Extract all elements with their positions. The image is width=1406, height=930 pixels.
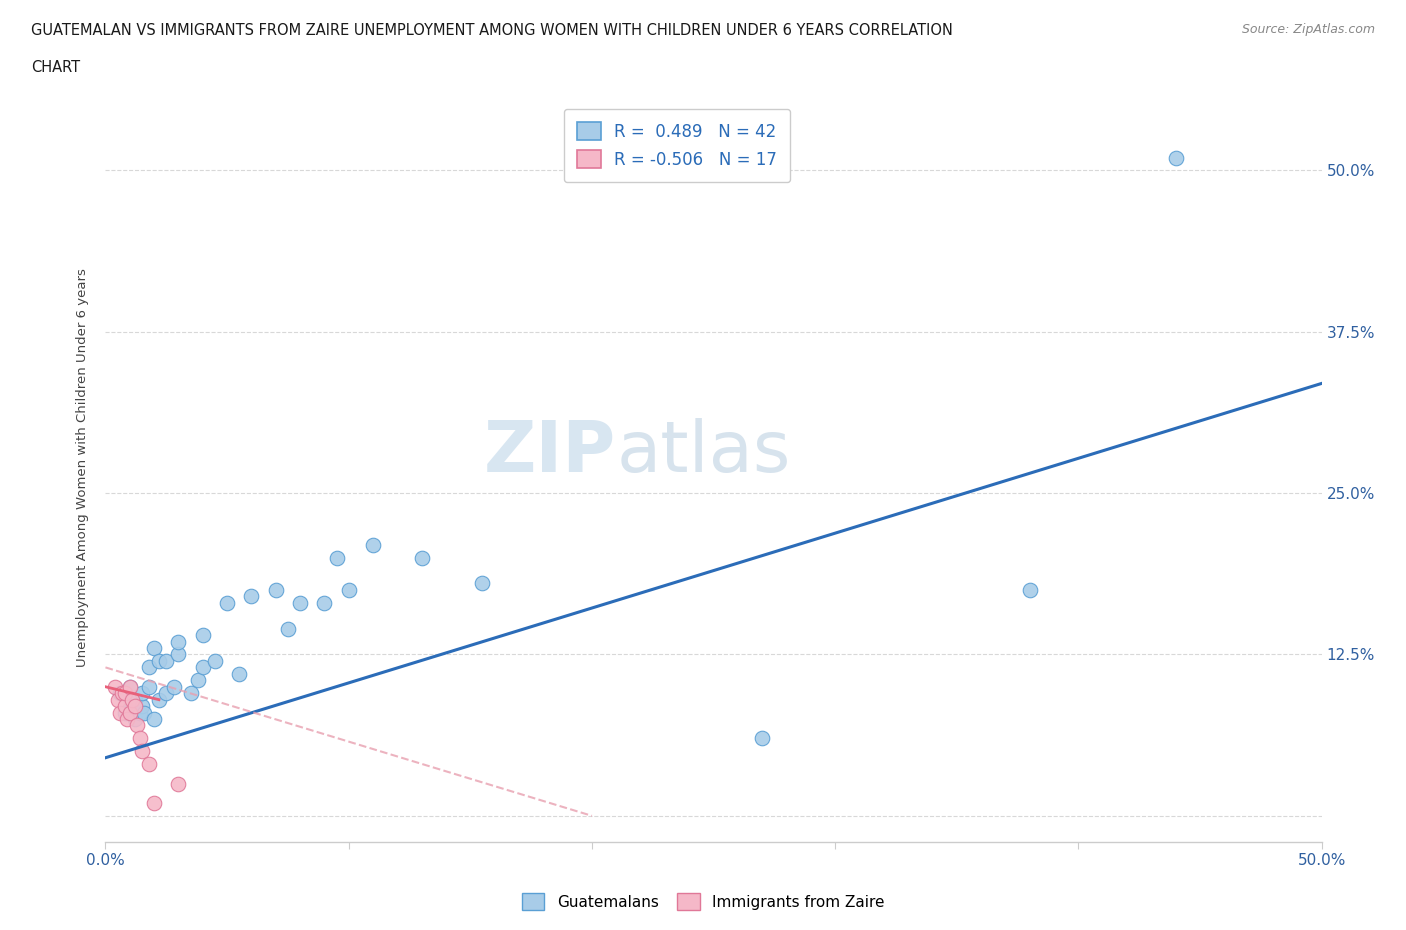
- Point: [148, 692, 170, 707]
- Point: [118, 679, 141, 694]
- Point: [121, 692, 143, 707]
- Point: [337, 582, 360, 597]
- Point: [143, 641, 166, 656]
- Point: [124, 698, 146, 713]
- Point: [167, 634, 190, 649]
- Point: [1164, 150, 1187, 165]
- Point: [411, 551, 433, 565]
- Legend: R =  0.489   N = 42, R = -0.506   N = 17: R = 0.489 N = 42, R = -0.506 N = 17: [564, 109, 790, 182]
- Point: [191, 628, 214, 643]
- Point: [180, 685, 202, 700]
- Point: [118, 679, 141, 694]
- Point: [277, 621, 299, 636]
- Text: Source: ZipAtlas.com: Source: ZipAtlas.com: [1241, 23, 1375, 36]
- Point: [155, 685, 177, 700]
- Point: [751, 731, 773, 746]
- Legend: Guatemalans, Immigrants from Zaire: Guatemalans, Immigrants from Zaire: [513, 885, 893, 918]
- Point: [125, 718, 148, 733]
- Point: [148, 654, 170, 669]
- Point: [118, 705, 141, 720]
- Point: [138, 757, 160, 772]
- Text: CHART: CHART: [31, 60, 80, 75]
- Point: [128, 731, 150, 746]
- Point: [191, 660, 214, 675]
- Point: [143, 795, 166, 810]
- Point: [108, 685, 131, 700]
- Point: [167, 647, 190, 662]
- Text: ZIP: ZIP: [484, 418, 616, 486]
- Y-axis label: Unemployment Among Women with Children Under 6 years: Unemployment Among Women with Children U…: [76, 268, 90, 667]
- Point: [187, 673, 209, 688]
- Point: [118, 705, 141, 720]
- Point: [138, 679, 160, 694]
- Point: [204, 654, 226, 669]
- Text: GUATEMALAN VS IMMIGRANTS FROM ZAIRE UNEMPLOYMENT AMONG WOMEN WITH CHILDREN UNDER: GUATEMALAN VS IMMIGRANTS FROM ZAIRE UNEM…: [31, 23, 953, 38]
- Point: [162, 679, 184, 694]
- Point: [128, 705, 150, 720]
- Point: [114, 685, 136, 700]
- Point: [114, 698, 136, 713]
- Point: [114, 705, 136, 720]
- Point: [240, 589, 263, 604]
- Point: [471, 576, 494, 591]
- Point: [1018, 582, 1040, 597]
- Point: [118, 692, 141, 707]
- Point: [155, 654, 177, 669]
- Point: [104, 679, 127, 694]
- Point: [228, 667, 250, 682]
- Point: [131, 744, 153, 759]
- Point: [217, 595, 239, 610]
- Point: [325, 551, 347, 565]
- Point: [314, 595, 336, 610]
- Point: [124, 692, 146, 707]
- Point: [288, 595, 311, 610]
- Point: [117, 711, 139, 726]
- Text: atlas: atlas: [616, 418, 790, 486]
- Point: [111, 685, 134, 700]
- Point: [134, 705, 156, 720]
- Point: [264, 582, 287, 597]
- Point: [124, 711, 146, 726]
- Point: [131, 685, 153, 700]
- Point: [131, 698, 153, 713]
- Point: [143, 711, 166, 726]
- Point: [138, 660, 160, 675]
- Point: [108, 705, 131, 720]
- Point: [167, 777, 190, 791]
- Point: [361, 538, 384, 552]
- Point: [107, 692, 129, 707]
